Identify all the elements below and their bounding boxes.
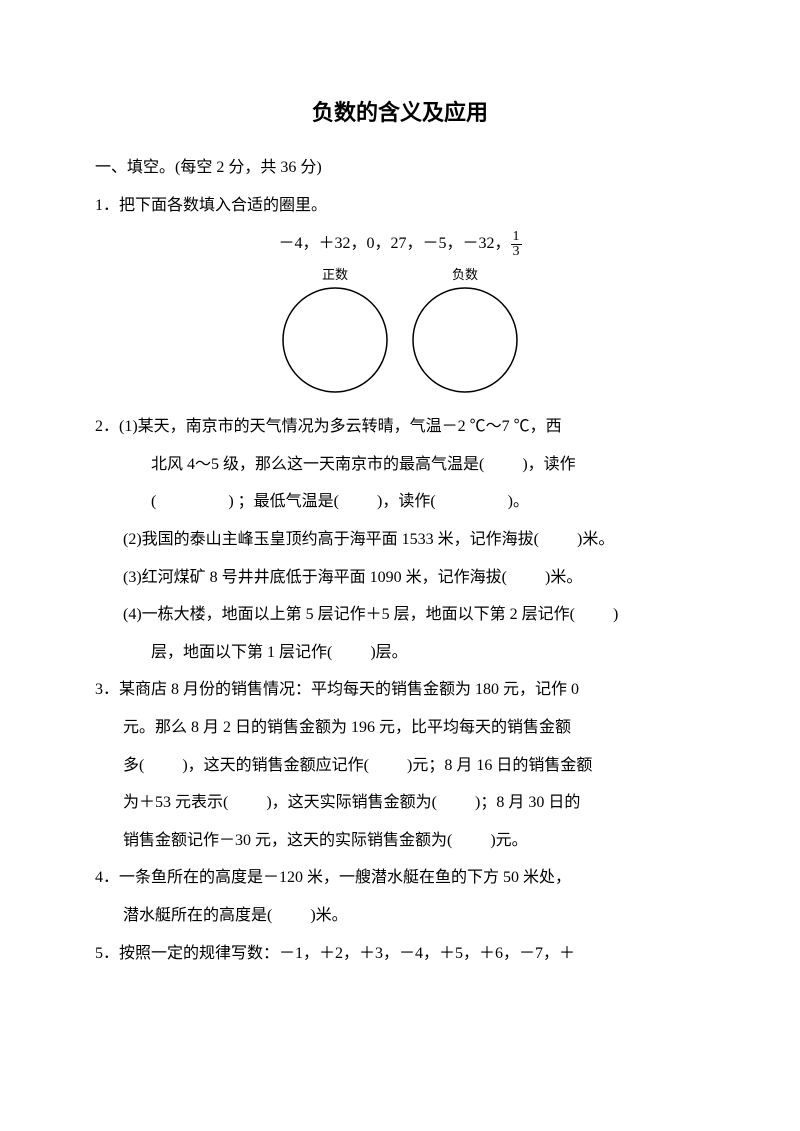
q4-line2: 潜水艇所在的高度是( )米。 bbox=[95, 897, 705, 935]
q2-4a-tail: ) bbox=[613, 606, 618, 623]
q3d-2: )，这天实际销售金额为( bbox=[266, 794, 437, 811]
q3c-2: )，这天的销售金额应记作( bbox=[182, 757, 369, 774]
q2-3: (3)红河煤矿 8 号井井底低于海平面 1090 米，记作海拔( )米。 bbox=[95, 559, 705, 597]
q2-1-line3: ( ) ；最低气温是( )，读作( )。 bbox=[95, 483, 705, 521]
q2-1b-tail: )，读作 bbox=[522, 456, 575, 473]
q2-3b: )米。 bbox=[545, 569, 582, 586]
q2-3a: (3)红河煤矿 8 号井井底低于海平面 1090 米，记作海拔( bbox=[123, 569, 507, 586]
q2-4b: 层，地面以下第 1 层记作( bbox=[151, 644, 332, 661]
q3-line4: 为＋53 元表示( )，这天实际销售金额为( )；8 月 30 日的 bbox=[95, 784, 705, 822]
q3c-1: 多( bbox=[123, 757, 144, 774]
q3d-3: )；8 月 30 日的 bbox=[475, 794, 580, 811]
q3d-1: 为＋53 元表示( bbox=[123, 794, 228, 811]
q2-4b-tail: )层。 bbox=[370, 644, 407, 661]
circle-positive-icon bbox=[280, 285, 390, 395]
q4b-1: 潜水艇所在的高度是( bbox=[123, 907, 272, 924]
q1-numbers: －4，＋32，0，27，－5，－32，13 bbox=[95, 228, 705, 260]
fraction-numerator: 1 bbox=[511, 230, 522, 245]
q2-1c-end: )。 bbox=[508, 493, 529, 510]
q2-1c-mid: ) ；最低气温是( bbox=[228, 493, 339, 510]
q5-line1: 5．按照一定的规律写数：－1，＋2，＋3，－4，＋5，＋6，－7，＋ bbox=[95, 935, 705, 973]
q2-1c-mid2: )，读作( bbox=[377, 493, 436, 510]
q2-1b: 北风 4～5 级，那么这一天南京市的最高气温是( bbox=[151, 456, 484, 473]
q1-numbers-prefix: －4，＋32，0，27，－5，－32， bbox=[278, 235, 510, 252]
q2-1-line2: 北风 4～5 级，那么这一天南京市的最高气温是( )，读作 bbox=[95, 446, 705, 484]
q1-circles: 正数 负数 bbox=[95, 264, 705, 400]
q2-4-line1: (4)一栋大楼，地面以上第 5 层记作＋5 层，地面以下第 2 层记作() bbox=[95, 596, 705, 634]
q2-2: (2)我国的泰山主峰玉皇顶约高于海平面 1533 米，记作海拔( )米。 bbox=[95, 521, 705, 559]
q2-4a: (4)一栋大楼，地面以上第 5 层记作＋5 层，地面以下第 2 层记作( bbox=[123, 606, 575, 623]
q4b-2: )米。 bbox=[310, 907, 347, 924]
q4-line1: 4．一条鱼所在的高度是－120 米，一艘潜水艇在鱼的下方 50 米处， bbox=[95, 859, 705, 897]
page: 负数的含义及应用 一、填空。(每空 2 分，共 36 分) 1．把下面各数填入合… bbox=[0, 0, 800, 1131]
q2-1-line1: 2．(1)某天，南京市的天气情况为多云转晴，气温－2 ℃～7 ℃，西 bbox=[95, 408, 705, 446]
circle-positive-label: 正数 bbox=[280, 264, 390, 283]
page-title: 负数的含义及应用 bbox=[95, 95, 705, 127]
fraction-denominator: 3 bbox=[511, 245, 522, 259]
q2-1c-open: ( bbox=[151, 493, 156, 510]
q3-line1: 3．某商店 8 月份的销售情况：平均每天的销售金额为 180 元，记作 0 bbox=[95, 671, 705, 709]
q2-2b: )米。 bbox=[577, 531, 614, 548]
circle-positive-box: 正数 bbox=[280, 264, 390, 400]
circle-negative-icon bbox=[410, 285, 520, 395]
q1-text: 1．把下面各数填入合适的圈里。 bbox=[95, 187, 705, 225]
q3e-1: 销售金额记作－30 元，这天的实际销售金额为( bbox=[123, 832, 452, 849]
circle-negative-box: 负数 bbox=[410, 264, 520, 400]
q3-line5: 销售金额记作－30 元，这天的实际销售金额为( )元。 bbox=[95, 822, 705, 860]
circle-negative-label: 负数 bbox=[410, 264, 520, 283]
q2-4-line2: 层，地面以下第 1 层记作( )层。 bbox=[95, 634, 705, 672]
q3e-2: )元。 bbox=[490, 832, 527, 849]
q2-2a: (2)我国的泰山主峰玉皇顶约高于海平面 1533 米，记作海拔( bbox=[123, 531, 539, 548]
q3-line2: 元。那么 8 月 2 日的销售金额为 196 元，比平均每天的销售金额 bbox=[95, 709, 705, 747]
q3c-3: )元；8 月 16 日的销售金额 bbox=[407, 757, 592, 774]
section-header: 一、填空。(每空 2 分，共 36 分) bbox=[95, 149, 705, 187]
fraction-icon: 13 bbox=[511, 230, 522, 259]
q3-line3: 多( )，这天的销售金额应记作( )元；8 月 16 日的销售金额 bbox=[95, 747, 705, 785]
